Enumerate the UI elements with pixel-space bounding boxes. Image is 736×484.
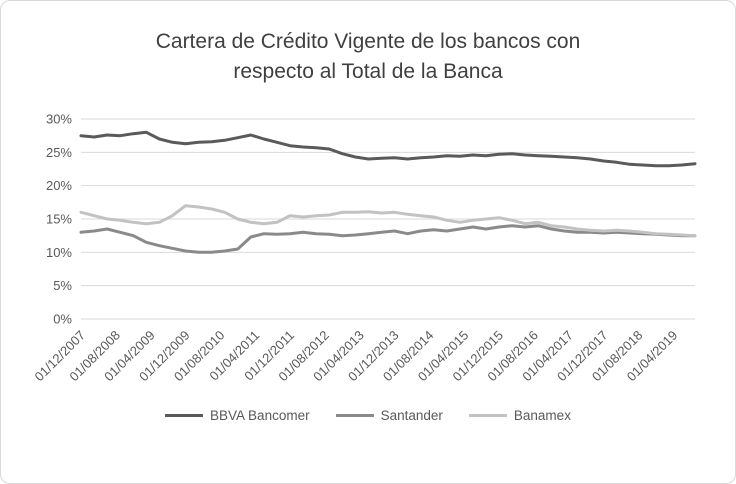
y-axis-tick-label: 15% bbox=[46, 211, 72, 226]
legend-line-swatch bbox=[165, 413, 204, 417]
chart-legend: BBVA Bancomer Santander Banamex bbox=[1, 408, 735, 423]
legend-line-swatch bbox=[335, 413, 374, 417]
legend-label: Santander bbox=[380, 407, 443, 423]
chart-title-line1: Cartera de Crédito Vigente de los bancos… bbox=[155, 30, 581, 53]
line-chart-plot: 0%5%10%15%20%25%30%01/12/200701/08/20080… bbox=[31, 111, 697, 384]
legend-label: Banamex bbox=[513, 407, 571, 423]
y-axis-tick-label: 0% bbox=[53, 311, 72, 326]
y-axis-tick-label: 5% bbox=[53, 278, 72, 293]
series-line-banamex bbox=[79, 204, 697, 238]
legend-label: BBVA Bancomer bbox=[210, 407, 310, 423]
y-axis-tick-label: 30% bbox=[46, 111, 72, 126]
chart-title-line2: respecto al Total de la Banca bbox=[233, 60, 503, 84]
y-axis-tick-label: 10% bbox=[46, 245, 72, 260]
legend-line-swatch bbox=[468, 413, 507, 417]
legend-item-banamex: Banamex bbox=[468, 407, 571, 423]
legend-item-bbva-bancomer: BBVA Bancomer bbox=[165, 408, 310, 423]
y-axis-tick-label: 25% bbox=[46, 145, 72, 160]
y-axis-tick-label: 20% bbox=[46, 178, 72, 193]
legend-item-santander: Santander bbox=[335, 407, 443, 423]
series-line-bbva-bancomer bbox=[79, 130, 697, 168]
chart-title: Cartera de Crédito Vigente de los bancos… bbox=[1, 27, 735, 88]
series-line-santander bbox=[79, 224, 697, 254]
